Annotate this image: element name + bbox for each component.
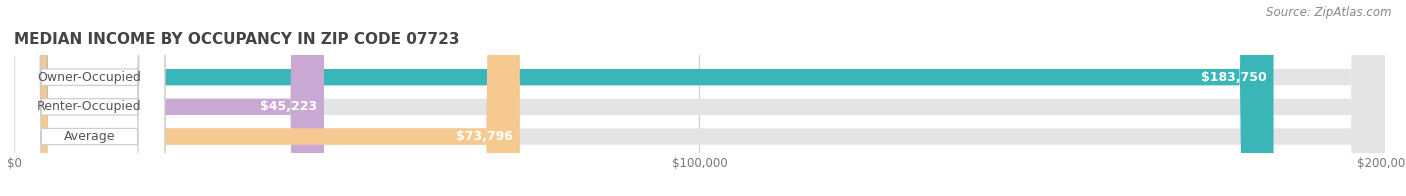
Text: Average: Average	[63, 130, 115, 143]
Text: $45,223: $45,223	[260, 100, 318, 113]
FancyBboxPatch shape	[14, 0, 165, 196]
FancyBboxPatch shape	[14, 0, 1385, 196]
FancyBboxPatch shape	[14, 0, 165, 196]
Text: $73,796: $73,796	[456, 130, 513, 143]
Text: $183,750: $183,750	[1201, 71, 1267, 84]
FancyBboxPatch shape	[14, 0, 1385, 196]
FancyBboxPatch shape	[14, 0, 1385, 196]
FancyBboxPatch shape	[14, 0, 520, 196]
FancyBboxPatch shape	[14, 0, 323, 196]
Text: MEDIAN INCOME BY OCCUPANCY IN ZIP CODE 07723: MEDIAN INCOME BY OCCUPANCY IN ZIP CODE 0…	[14, 32, 460, 47]
Text: Source: ZipAtlas.com: Source: ZipAtlas.com	[1267, 6, 1392, 19]
Text: Owner-Occupied: Owner-Occupied	[38, 71, 142, 84]
FancyBboxPatch shape	[14, 0, 165, 196]
FancyBboxPatch shape	[14, 0, 1274, 196]
Text: Renter-Occupied: Renter-Occupied	[37, 100, 142, 113]
